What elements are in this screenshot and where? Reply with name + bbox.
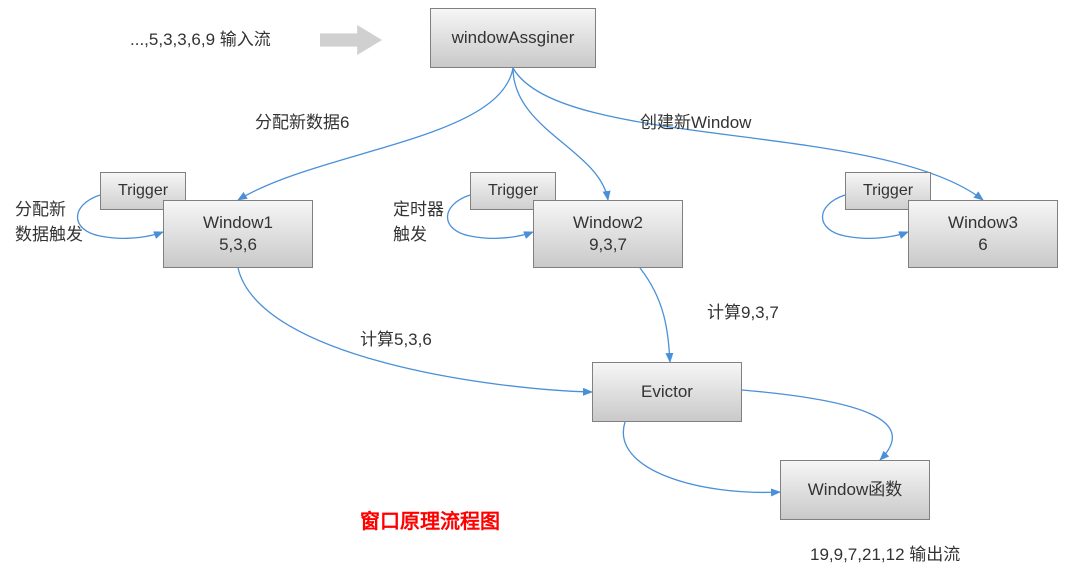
edge-evictor-to-fn-left — [623, 422, 780, 492]
node-window-3: Window3 6 — [908, 200, 1058, 268]
label-assign-trigger: 分配新 数据触发 — [15, 195, 83, 245]
node-window-1: Window1 5,3,6 — [163, 200, 313, 268]
node-label: Window函数 — [808, 479, 902, 501]
edge-trigger3-back — [845, 232, 908, 238]
label-input-stream: ...,5,3,3,6,9 输入流 — [130, 25, 271, 50]
node-label: Window1 — [203, 212, 273, 234]
edge-window2-to-evictor — [640, 268, 670, 362]
node-window-assigner: windowAssginer — [430, 8, 596, 68]
edge-trigger3-out — [823, 195, 846, 236]
diagram-title: 窗口原理流程图 — [360, 505, 500, 534]
node-label: Evictor — [641, 381, 693, 403]
node-label: windowAssginer — [452, 27, 575, 49]
node-evictor: Evictor — [592, 362, 742, 422]
edge-evictor-to-fn-right — [742, 390, 892, 460]
label-create-window: 创建新Window — [640, 108, 751, 133]
label-calc-536: 计算5,3,6 — [360, 325, 432, 350]
node-sublabel: 5,3,6 — [219, 234, 257, 256]
input-stream-arrow — [320, 25, 382, 55]
node-label: Trigger — [863, 181, 913, 202]
node-window-function: Window函数 — [780, 460, 930, 520]
node-sublabel: 9,3,7 — [589, 234, 627, 256]
label-timer-trigger: 定时器 触发 — [393, 195, 444, 245]
node-sublabel: 6 — [978, 234, 987, 256]
edge-trigger2-back — [470, 232, 533, 238]
node-label: Window3 — [948, 212, 1018, 234]
edge-trigger2-out — [448, 195, 471, 236]
node-window-2: Window2 9,3,7 — [533, 200, 683, 268]
node-label: Window2 — [573, 212, 643, 234]
label-assign-new-6: 分配新数据6 — [255, 108, 349, 133]
edge-trigger1-back — [100, 232, 163, 238]
node-label: Trigger — [488, 181, 538, 202]
node-label: Trigger — [118, 181, 168, 202]
label-calc-937: 计算9,3,7 — [707, 298, 779, 323]
label-output-stream: 19,9,7,21,12 输出流 — [810, 540, 960, 565]
